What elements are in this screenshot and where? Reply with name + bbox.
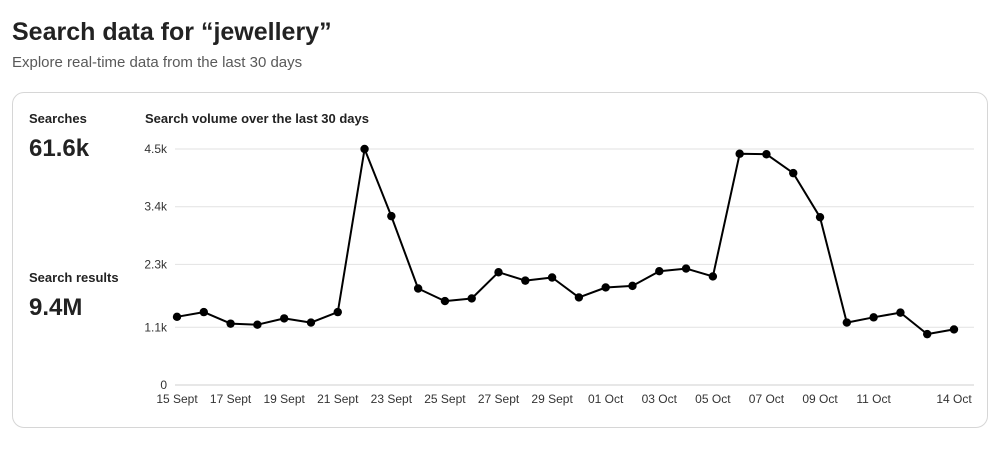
y-axis-ticks: 0 1.1k 2.3k 3.4k 4.5k — [144, 142, 168, 392]
x-tick-label: 01 Oct — [588, 392, 624, 406]
search-data-card: Searches 61.6k Search results 9.4M Searc… — [12, 92, 988, 428]
data-point — [708, 272, 718, 281]
x-tick-label: 25 Sept — [424, 392, 466, 406]
y-tick-label: 0 — [160, 378, 167, 392]
x-tick-label: 11 Oct — [856, 392, 891, 406]
data-point — [842, 318, 852, 327]
data-point — [413, 284, 423, 293]
data-point — [869, 313, 878, 322]
x-tick-label: 23 Sept — [371, 392, 413, 406]
data-point — [306, 318, 316, 327]
data-point — [896, 308, 905, 317]
data-point — [923, 329, 932, 339]
data-point — [199, 307, 208, 317]
data-point — [387, 211, 396, 221]
data-point — [655, 266, 664, 276]
x-tick-label: 03 Oct — [642, 392, 678, 406]
data-point — [360, 144, 369, 154]
x-tick-label: 09 Oct — [802, 392, 838, 406]
data-point — [226, 319, 235, 328]
data-point — [815, 212, 825, 222]
data-point — [521, 276, 530, 285]
data-point — [601, 283, 610, 292]
data-point — [681, 264, 691, 273]
data-point — [279, 314, 289, 323]
search-results-label: Search results — [29, 270, 119, 285]
page-title: Search data for “jewellery” — [12, 18, 332, 46]
chart-title: Search volume over the last 30 days — [145, 111, 369, 126]
x-tick-label: 14 Oct — [936, 392, 972, 406]
y-tick-label: 4.5k — [144, 142, 168, 156]
data-point — [762, 150, 771, 159]
searches-value: 61.6k — [29, 135, 90, 162]
series-line — [176, 148, 955, 336]
x-tick-label: 21 Sept — [317, 392, 359, 406]
data-point — [440, 296, 450, 306]
x-tick-label: 29 Sept — [531, 392, 573, 406]
y-tick-label: 1.1k — [144, 320, 168, 334]
y-tick-label: 3.4k — [144, 200, 168, 214]
x-tick-label: 17 Sept — [210, 392, 252, 406]
x-axis-ticks: 15 Sept 17 Sept 19 Sept 21 Sept 23 Sept 25 Se… — [156, 392, 972, 406]
x-tick-label: 15 Sept — [156, 392, 198, 406]
data-point — [735, 149, 744, 158]
data-points — [172, 144, 959, 339]
data-point — [547, 273, 557, 282]
data-point — [789, 168, 798, 178]
data-point — [949, 325, 959, 334]
x-tick-label: 07 Oct — [749, 392, 785, 406]
x-tick-label: 05 Oct — [695, 392, 731, 406]
page-subtitle: Explore real-time data from the last 30 … — [12, 54, 303, 71]
data-point — [253, 320, 262, 329]
series-line-layer — [176, 148, 955, 336]
y-tick-label: 2.3k — [144, 257, 168, 271]
data-point — [628, 281, 637, 291]
data-point — [574, 293, 584, 302]
searches-label: Searches — [29, 111, 87, 126]
data-point — [172, 312, 182, 322]
x-tick-label: 27 Sept — [478, 392, 520, 406]
x-tick-label: 19 Sept — [263, 392, 305, 406]
grid-layer — [175, 148, 974, 386]
search-results-value: 9.4M — [29, 294, 83, 321]
data-point — [494, 268, 503, 277]
data-point — [333, 307, 342, 317]
data-point — [467, 294, 476, 303]
